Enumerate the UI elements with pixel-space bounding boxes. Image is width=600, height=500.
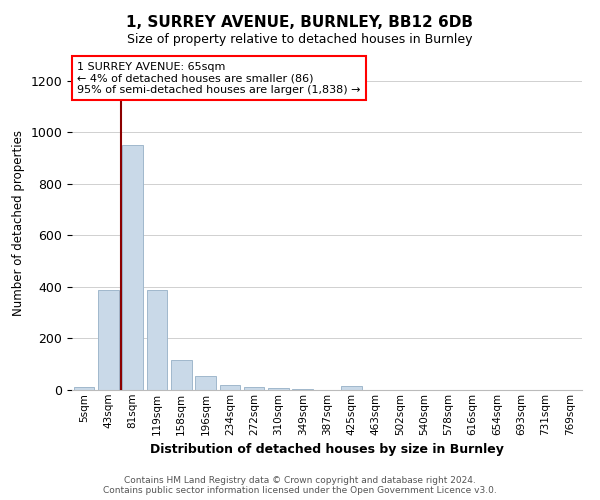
- Y-axis label: Number of detached properties: Number of detached properties: [12, 130, 25, 316]
- Bar: [122, 145, 143, 390]
- Bar: [74, 388, 94, 390]
- Bar: [220, 386, 240, 390]
- Bar: [171, 360, 191, 390]
- Bar: [195, 376, 216, 390]
- Text: 1 SURREY AVENUE: 65sqm
← 4% of detached houses are smaller (86)
95% of semi-deta: 1 SURREY AVENUE: 65sqm ← 4% of detached …: [77, 62, 361, 95]
- Text: 1, SURREY AVENUE, BURNLEY, BB12 6DB: 1, SURREY AVENUE, BURNLEY, BB12 6DB: [127, 15, 473, 30]
- Bar: [98, 290, 119, 390]
- Bar: [244, 388, 265, 390]
- Bar: [146, 290, 167, 390]
- Bar: [341, 386, 362, 390]
- Text: Contains HM Land Registry data © Crown copyright and database right 2024.
Contai: Contains HM Land Registry data © Crown c…: [103, 476, 497, 495]
- Bar: [292, 388, 313, 390]
- X-axis label: Distribution of detached houses by size in Burnley: Distribution of detached houses by size …: [150, 443, 504, 456]
- Text: Size of property relative to detached houses in Burnley: Size of property relative to detached ho…: [127, 32, 473, 46]
- Bar: [268, 388, 289, 390]
